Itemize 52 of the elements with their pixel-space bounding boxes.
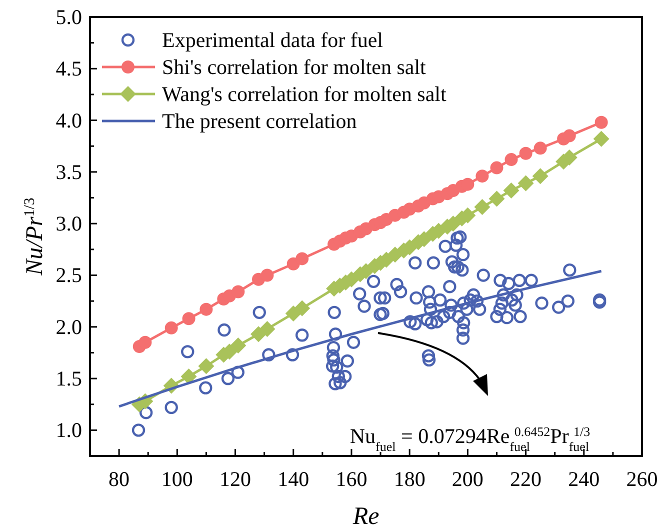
point <box>461 178 474 191</box>
x-axis-title: Re <box>352 503 380 526</box>
x-tick-label: 260 <box>626 467 658 491</box>
y-tick-label: 1.0 <box>56 418 82 442</box>
point <box>182 312 196 326</box>
y-tick-label: 4.5 <box>56 56 82 81</box>
y-tick-label: 1.5 <box>56 366 82 391</box>
point <box>164 321 178 334</box>
point <box>476 170 489 183</box>
x-tick-label: 220 <box>510 467 542 491</box>
point <box>519 146 532 160</box>
point <box>294 300 310 316</box>
point <box>180 368 197 384</box>
point <box>562 129 576 142</box>
point <box>250 326 267 342</box>
y-tick-label: 2.0 <box>56 314 82 339</box>
point <box>296 252 309 266</box>
x-tick-label: 200 <box>452 467 484 491</box>
x-tick-label: 180 <box>394 467 426 491</box>
point <box>532 168 548 184</box>
x-tick-label: 160 <box>336 467 368 491</box>
legend-label: The present correlation <box>162 109 358 133</box>
point <box>138 336 152 349</box>
x-tick-label: 240 <box>568 467 600 491</box>
legend-label: Shi's correlation for molten salt <box>162 55 426 79</box>
point <box>285 305 302 322</box>
y-tick-label: 3.5 <box>56 160 82 184</box>
y-tick-label: 5.0 <box>56 5 82 29</box>
point <box>518 175 534 192</box>
point <box>534 142 547 155</box>
point <box>474 199 490 216</box>
point <box>490 161 504 174</box>
point <box>488 190 505 207</box>
point <box>230 337 246 354</box>
point <box>260 268 274 282</box>
point <box>504 153 518 166</box>
x-tick-label: 120 <box>220 467 252 491</box>
legend-label: Experimental data for fuel <box>162 28 384 52</box>
legend-label: Wang's correlation for molten salt <box>162 82 447 106</box>
y-tick-label: 3.0 <box>56 212 82 236</box>
point <box>259 320 276 337</box>
point <box>232 285 245 298</box>
x-tick-label: 100 <box>161 467 193 491</box>
x-tick-label: 80 <box>108 467 130 491</box>
point <box>200 302 213 316</box>
point <box>198 358 214 374</box>
point <box>594 116 608 129</box>
y-tick-label: 2.5 <box>56 263 82 288</box>
point <box>503 182 520 199</box>
y-tick-label: 4.0 <box>56 108 82 132</box>
x-tick-label: 140 <box>278 467 310 491</box>
point <box>593 130 610 147</box>
